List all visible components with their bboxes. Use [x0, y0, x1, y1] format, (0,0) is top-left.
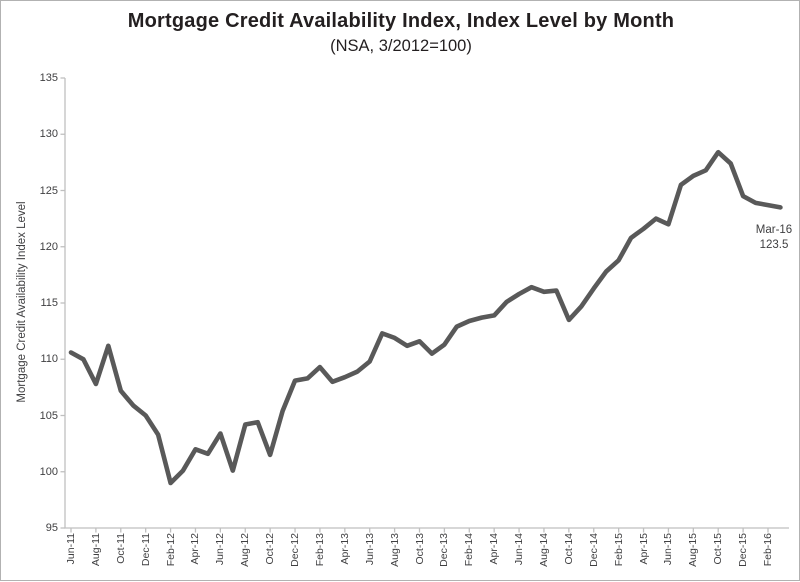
x-axis-tick-label: Feb-15 — [612, 533, 625, 567]
x-axis-tick-label: Jun-14 — [513, 533, 526, 566]
x-axis-tick-label: Apr-15 — [637, 533, 650, 565]
x-axis-tick-label: Aug-15 — [687, 533, 700, 567]
x-axis-tick-label: Oct-11 — [114, 533, 127, 564]
x-axis-tick-label: Aug-14 — [537, 533, 550, 567]
x-axis-tick-label: Feb-16 — [762, 533, 774, 567]
x-axis-tick-label: Aug-12 — [239, 533, 252, 567]
x-axis-tick-label: Jun-15 — [662, 533, 675, 566]
x-axis-tick-label: Dec-14 — [587, 533, 600, 567]
x-axis-tick-label: Feb-14 — [463, 533, 476, 567]
x-axis-tick-label: Dec-11 — [139, 533, 152, 567]
y-axis-tick-label: 135 — [39, 72, 58, 84]
y-axis-tick-label: 95 — [45, 522, 58, 534]
x-axis-tick-label: Jun-13 — [363, 533, 376, 566]
x-axis-tick-label: Apr-13 — [338, 533, 351, 565]
x-axis-tick-label: Aug-11 — [89, 533, 102, 567]
x-axis-tick-label: Dec-15 — [737, 533, 750, 567]
y-axis-tick-label: 130 — [39, 128, 58, 141]
chart-subtitle: (NSA, 3/2012=100) — [330, 37, 472, 55]
x-axis-tick-label: Apr-12 — [189, 533, 202, 565]
x-axis-tick-label: Feb-12 — [164, 533, 177, 567]
y-axis-tick-label: 120 — [39, 240, 58, 253]
axis-lines — [64, 78, 789, 529]
x-axis-tick-label: Aug-13 — [388, 533, 401, 567]
annotation-value-label: 123.5 — [759, 239, 789, 251]
y-axis-tick-label: 105 — [39, 409, 58, 422]
chart-title: Mortgage Credit Availability Index, Inde… — [127, 10, 675, 32]
x-axis-tick-label: Oct-13 — [413, 533, 426, 565]
x-axis-tick-label: Jun-12 — [214, 533, 227, 566]
y-axis-tick-label: 115 — [40, 297, 58, 309]
annotation-date-label: Mar-16 — [755, 224, 793, 236]
y-axis-tick-label: 100 — [39, 465, 58, 478]
x-axis-tick-label: Apr-14 — [488, 533, 501, 565]
last-point-annotation: Mar-16 123.5 — [743, 223, 800, 253]
x-axis-tick-label: Dec-12 — [289, 533, 302, 567]
mcai-line-series — [68, 149, 783, 486]
x-axis-tick-label: Feb-13 — [313, 533, 326, 567]
x-axis-tick-label: Dec-13 — [438, 533, 451, 567]
x-axis-tick-label: Jun-11 — [65, 533, 77, 565]
x-axis-tick-label: Oct-15 — [712, 533, 725, 565]
x-axis-tick-label: Oct-12 — [264, 533, 277, 565]
x-axis-tick-label: Oct-14 — [562, 533, 575, 565]
y-axis-tick-label: 125 — [39, 184, 58, 197]
y-axis-tick-label: 110 — [40, 353, 58, 366]
